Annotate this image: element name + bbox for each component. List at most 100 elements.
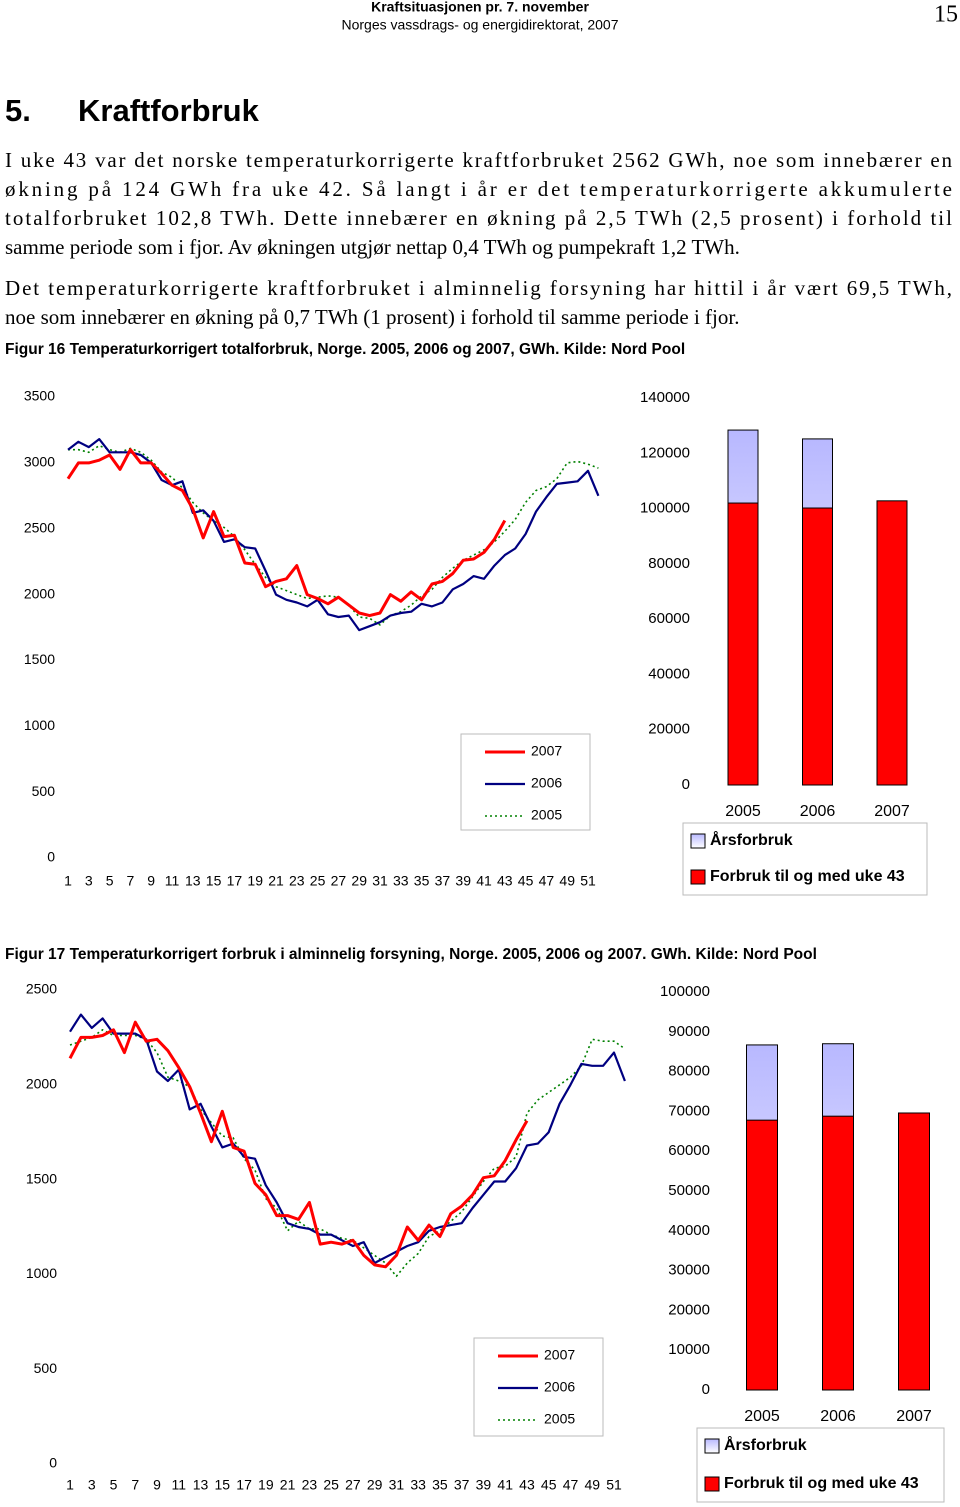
x-tick-label: 2007 [896, 1408, 932, 1425]
x-tick-label: 13 [185, 873, 201, 889]
x-tick-label: 15 [215, 1477, 231, 1493]
x-tick-label: 31 [372, 873, 388, 889]
paragraph-line: økning på 124 GWh fra uke 42. Så langt i… [5, 177, 952, 201]
bar [898, 1112, 930, 1391]
x-tick-label: 51 [580, 873, 596, 889]
paragraph-line: samme periode som i fjor. Av økningen ut… [5, 235, 740, 259]
y-tick-label: 100000 [640, 500, 690, 517]
x-tick-label: 39 [455, 873, 471, 889]
legend-label: Årsforbruk [710, 830, 793, 849]
y-tick-label: 3500 [24, 388, 55, 404]
bar [802, 507, 833, 786]
x-tick-label: 49 [584, 1477, 600, 1493]
x-tick-label: 19 [247, 873, 263, 889]
y-tick-label: 20000 [668, 1301, 710, 1318]
x-tick-label: 45 [541, 1477, 557, 1493]
x-tick-label: 45 [518, 873, 534, 889]
series-line [66, 448, 507, 618]
bar [822, 1115, 854, 1391]
y-tick-label: 1000 [26, 1265, 57, 1281]
paragraph-line: Det temperaturkorrigerte kraftforbruket … [5, 276, 952, 300]
x-tick-label: 21 [268, 873, 284, 889]
x-tick-label: 2007 [874, 803, 910, 820]
x-tick-label: 35 [414, 873, 430, 889]
y-tick-label: 80000 [668, 1063, 710, 1080]
x-tick-label: 47 [539, 873, 555, 889]
x-tick-label: 39 [476, 1477, 492, 1493]
x-tick-label: 37 [435, 873, 451, 889]
y-tick-label: 1500 [26, 1170, 57, 1186]
x-tick-label: 27 [331, 873, 347, 889]
y-tick-label: 500 [34, 1360, 58, 1376]
x-tick-label: 2006 [820, 1408, 856, 1425]
x-tick-label: 2006 [800, 803, 836, 820]
series-line [68, 1020, 529, 1269]
y-tick-label: 2000 [24, 585, 55, 601]
y-tick-label: 1500 [24, 651, 55, 667]
x-tick-label: 33 [393, 873, 409, 889]
paragraph-line: totalforbruket 102,8 TWh. Dette innebære… [5, 206, 952, 230]
x-tick-label: 5 [110, 1477, 118, 1493]
series-line [67, 438, 600, 632]
page-number: 15 [934, 2, 958, 28]
y-tick-label: 0 [682, 776, 690, 793]
legend-label: 2007 [531, 743, 562, 759]
legend-label: 2006 [531, 775, 562, 791]
section-title: Kraftforbruk [78, 93, 260, 128]
series-line [69, 1013, 626, 1265]
legend-swatch [704, 1476, 720, 1492]
y-tick-label: 0 [702, 1381, 710, 1398]
x-tick-label: 17 [236, 1477, 252, 1493]
y-tick-label: 30000 [668, 1262, 710, 1279]
legend-label: Årsforbruk [724, 1435, 807, 1454]
x-tick-label: 1 [66, 1477, 74, 1493]
series-line [69, 1029, 626, 1278]
legend-swatch [690, 869, 706, 885]
header-title: Kraftsituasjonen pr. 7. november [371, 0, 589, 15]
x-tick-label: 47 [563, 1477, 579, 1493]
x-tick-label: 15 [206, 873, 222, 889]
x-tick-label: 29 [351, 873, 367, 889]
x-tick-label: 43 [497, 873, 513, 889]
legend-label: 2007 [544, 1347, 575, 1363]
y-tick-label: 2500 [26, 981, 57, 997]
legend-label: 2005 [544, 1411, 575, 1427]
section-number: 5. [5, 93, 31, 128]
x-tick-label: 9 [147, 873, 155, 889]
legend-box [682, 822, 928, 896]
legend-box [460, 733, 591, 831]
x-tick-label: 27 [345, 1477, 361, 1493]
x-tick-label: 5 [106, 873, 114, 889]
x-tick-label: 7 [127, 873, 135, 889]
bar [746, 1119, 778, 1391]
paragraph-line: noe som innebærer en økning på 0,7 TWh (… [5, 305, 739, 329]
legend-swatch [704, 1438, 720, 1454]
y-tick-label: 1000 [24, 717, 55, 733]
x-tick-label: 23 [302, 1477, 318, 1493]
x-tick-label: 11 [165, 873, 180, 889]
x-tick-label: 2005 [744, 1408, 780, 1425]
x-tick-label: 23 [289, 873, 305, 889]
x-tick-label: 7 [131, 1477, 139, 1493]
y-tick-label: 40000 [648, 665, 690, 682]
figure-caption: Figur 17 Temperaturkorrigert forbruk i a… [5, 946, 817, 963]
x-tick-label: 21 [280, 1477, 296, 1493]
y-tick-label: 70000 [668, 1102, 710, 1119]
y-tick-label: 40000 [668, 1222, 710, 1239]
y-tick-label: 100000 [660, 983, 710, 1000]
bar [876, 500, 908, 786]
legend-swatch [690, 833, 706, 849]
x-tick-label: 33 [410, 1477, 426, 1493]
x-tick-label: 41 [476, 873, 492, 889]
x-tick-label: 51 [606, 1477, 622, 1493]
y-tick-label: 60000 [648, 610, 690, 627]
figure-caption: Figur 16 Temperaturkorrigert totalforbru… [5, 341, 685, 358]
x-tick-label: 49 [559, 873, 575, 889]
paragraph-line: I uke 43 var det norske temperaturkorrig… [5, 148, 953, 172]
legend-box [696, 1427, 945, 1503]
x-tick-label: 37 [454, 1477, 470, 1493]
x-tick-label: 19 [258, 1477, 274, 1493]
series-line [68, 444, 599, 626]
y-tick-label: 10000 [668, 1341, 710, 1358]
